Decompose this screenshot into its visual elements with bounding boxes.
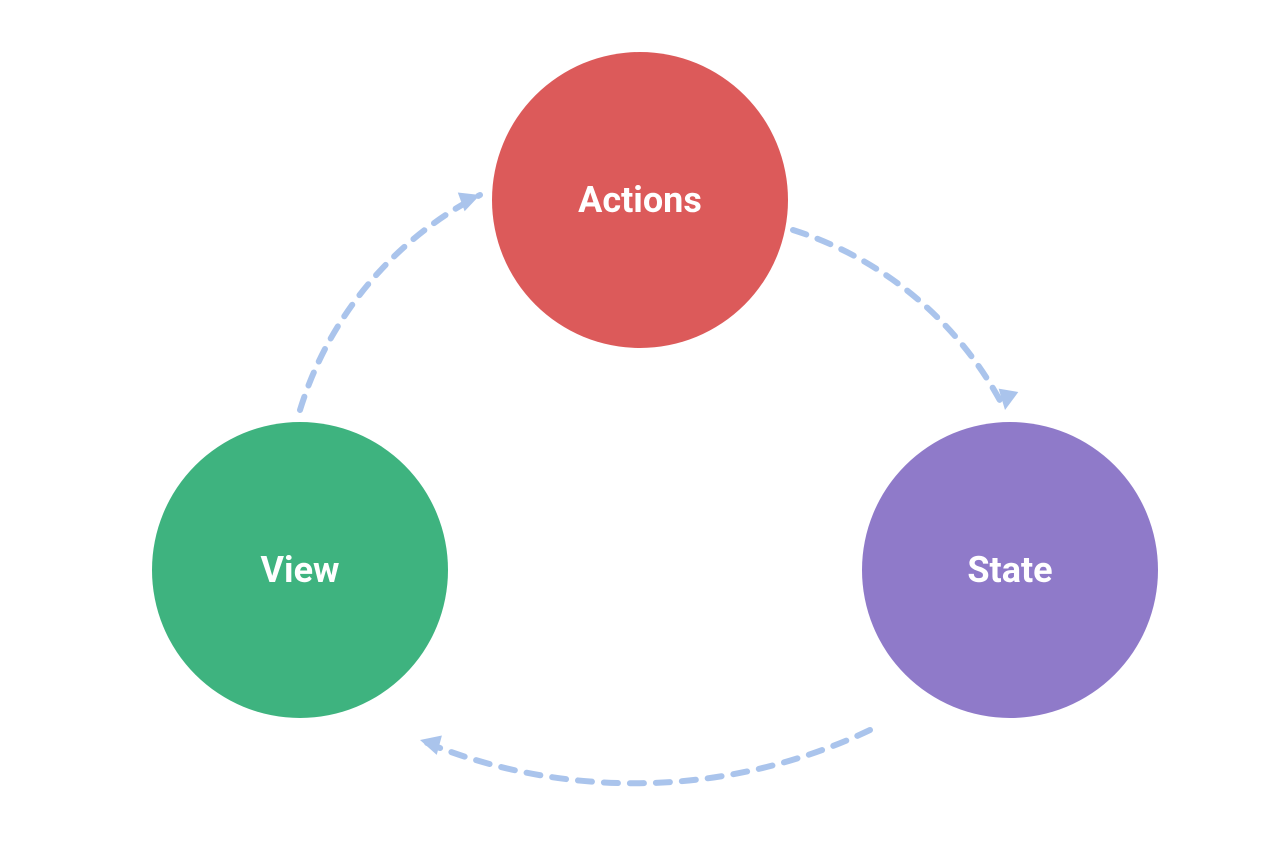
node-view-label: View [261,549,340,591]
node-state: State [862,422,1158,718]
edge-actions-state [793,230,1005,410]
arrowhead-actions-state [999,389,1019,410]
edge-state-view [420,730,870,783]
arrowhead-view-actions [458,192,480,211]
node-view: View [152,422,448,718]
node-state-label: State [967,549,1052,591]
node-actions-label: Actions [578,179,702,221]
node-actions: Actions [492,52,788,348]
arrowhead-state-view [420,736,442,755]
edge-view-actions [300,195,480,410]
